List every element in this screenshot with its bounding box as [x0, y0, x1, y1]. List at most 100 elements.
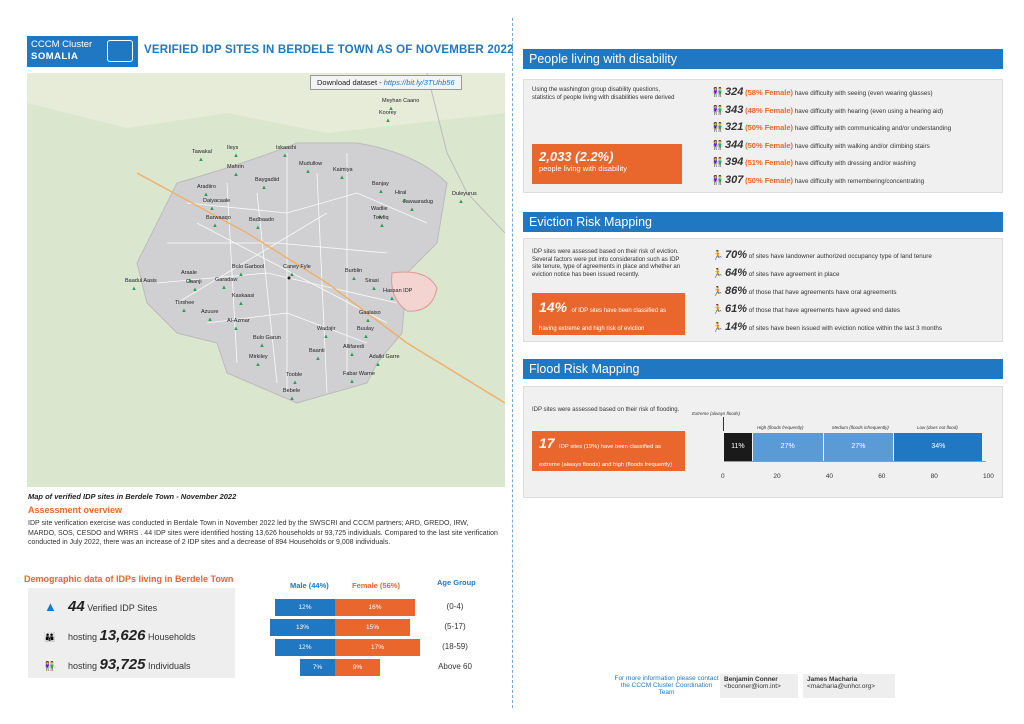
idp-site-marker-icon[interactable]: ▲ — [187, 278, 193, 284]
idp-site-marker-icon[interactable]: ▲ — [203, 192, 209, 198]
map-site-label[interactable]: Mudullow — [299, 161, 323, 167]
map-site-label[interactable]: Wadlie — [371, 206, 388, 212]
idp-site-marker-icon[interactable]: ▲ — [458, 199, 464, 205]
idp-site-marker-icon[interactable]: ▲ — [282, 153, 288, 159]
idp-site-marker-icon[interactable]: ▲ — [349, 352, 355, 358]
idp-site-marker-icon[interactable]: ▲ — [181, 308, 187, 314]
idp-site-marker-icon[interactable]: ▲ — [378, 189, 384, 195]
map-site-label[interactable]: Fabar Warne — [343, 371, 375, 377]
map-site-label[interactable]: Jawaaradug — [403, 199, 433, 205]
idp-site-marker-icon[interactable]: ▲ — [289, 272, 295, 278]
contact-1-email[interactable]: <bconner@iom.int> — [724, 683, 781, 690]
idp-site-marker-icon[interactable]: ▲ — [255, 362, 261, 368]
map-site-label[interactable]: Araale — [181, 270, 197, 276]
idp-site-marker-icon[interactable]: ▲ — [305, 169, 311, 175]
map-site-label[interactable]: Tiirshee — [175, 300, 195, 306]
map-site-label[interactable]: Towfiq — [373, 215, 389, 221]
cccm-logo: CCCM Cluster SOMALIA — [27, 36, 138, 67]
individuals-count: 93,725 — [99, 656, 146, 673]
idp-site-marker-icon[interactable]: ▲ — [261, 185, 267, 191]
idp-site-marker-icon[interactable]: ▲ — [212, 223, 218, 229]
idp-site-marker-icon[interactable]: ▲ — [401, 198, 407, 204]
map-site-label[interactable]: Banjay — [372, 181, 389, 187]
idp-site-marker-icon[interactable]: ▲ — [207, 317, 213, 323]
idp-site-marker-icon[interactable]: ▲ — [255, 225, 261, 231]
map-site-label[interactable]: Daiyacaale — [203, 198, 231, 204]
map-site-label[interactable]: Caney Fyle — [283, 264, 311, 270]
map-site-label[interactable]: Sirasi — [365, 278, 379, 284]
contact-person-1: Benjamin Conner <bconner@iom.int> — [720, 674, 798, 698]
households-row: 👪 hosting 13,626 Households — [28, 621, 235, 650]
map-site-label[interactable]: Burblin — [345, 268, 363, 274]
idp-site-marker-icon[interactable]: ▲ — [379, 223, 385, 229]
idp-site-marker-icon[interactable]: ▲ — [292, 380, 298, 386]
idp-site-marker-icon[interactable]: ▲ — [389, 296, 395, 302]
idp-site-marker-icon[interactable]: ▲ — [349, 379, 355, 385]
idp-site-marker-icon[interactable]: ▲ — [388, 106, 394, 112]
map-site-label[interactable]: Wadajir — [317, 326, 336, 332]
map-site-label[interactable]: Bulo Garbool — [232, 264, 265, 270]
idp-site-marker-icon[interactable]: ▲ — [198, 157, 204, 163]
map-site-label[interactable]: Barwaaqo — [206, 215, 231, 221]
idp-site-map[interactable]: Meyhan Caano ▲ Koorey ▲ Tawakal ▲ Ileys ▲ Iskaas… — [27, 73, 505, 487]
map-site-label[interactable]: Meyhan Caano — [382, 98, 420, 104]
people-icon: 👫 — [712, 87, 724, 97]
contact-2-email[interactable]: <macharia@unhcr.org> — [807, 683, 876, 690]
map-site-label[interactable]: Gaalaiso — [359, 310, 381, 316]
idp-site-marker-icon[interactable]: ▲ — [323, 334, 329, 340]
map-site-label[interactable]: Bebele — [283, 388, 301, 394]
idp-site-marker-icon[interactable]: ▲ — [351, 276, 357, 282]
map-site-label[interactable]: Mahrin — [227, 164, 244, 170]
idp-site-marker-icon[interactable]: ▲ — [238, 301, 244, 307]
map-site-label[interactable]: Baanti — [309, 348, 325, 354]
map-site-label[interactable]: Baadul Aasis — [125, 278, 157, 284]
map-site-label[interactable]: Bulo Garun — [253, 335, 281, 341]
male-bar: 12% — [275, 639, 335, 656]
idp-site-marker-icon[interactable]: ▲ — [192, 287, 198, 293]
map-site-label[interactable]: Buulay — [357, 326, 374, 332]
map-site-label[interactable]: Koorey — [379, 110, 397, 116]
idp-site-marker-icon[interactable]: ▲ — [375, 362, 381, 368]
map-site-label[interactable]: Tawakal — [192, 149, 212, 155]
download-dataset[interactable]: Download dataset - https://bit.ly/3TUhb5… — [310, 75, 462, 90]
idp-site-marker-icon[interactable]: ▲ — [371, 286, 377, 292]
idp-site-marker-icon[interactable]: ▲ — [233, 172, 239, 178]
idp-site-marker-icon[interactable]: ▲ — [259, 343, 265, 349]
idp-site-marker-icon[interactable]: ▲ — [233, 326, 239, 332]
idp-site-marker-icon[interactable]: ▲ — [221, 285, 227, 291]
idp-site-marker-icon[interactable]: ▲ — [365, 318, 371, 324]
map-site-label[interactable]: Duleyurus — [452, 191, 477, 197]
map-site-label[interactable]: Aradiiro — [197, 184, 216, 190]
map-site-label[interactable]: Azuure — [201, 309, 219, 315]
map-site-label[interactable]: Allifaredi — [343, 344, 365, 350]
idp-site-marker-icon[interactable]: ▲ — [209, 206, 215, 212]
map-site-label[interactable]: Hassan IDP — [383, 288, 413, 294]
idp-site-marker-icon[interactable]: ▲ — [339, 175, 345, 181]
flood-seg-extreme: 11% — [724, 433, 752, 461]
idp-site-marker-icon[interactable]: ▲ — [409, 207, 415, 213]
download-link[interactable]: https://bit.ly/3TUhb56 — [383, 78, 455, 87]
map-site-label[interactable]: Kaskaasi — [232, 293, 255, 299]
idp-site-marker-icon[interactable]: ▲ — [377, 214, 383, 220]
map-site-label[interactable]: Adalki Garre — [369, 354, 400, 360]
idp-site-marker-icon[interactable]: ▲ — [131, 286, 137, 292]
map-site-label[interactable]: Hiral — [395, 190, 407, 196]
disability-desc: have difficulty with walking and/or clim… — [794, 142, 930, 150]
idp-site-marker-icon[interactable]: ▲ — [233, 153, 239, 159]
map-site-label[interactable]: Caanji — [186, 279, 202, 285]
map-site-label[interactable]: Badbaado — [249, 217, 275, 223]
map-site-label[interactable]: Al-Azmar — [227, 318, 250, 324]
flood-header: Flood Risk Mapping — [523, 359, 1003, 379]
map-site-label[interactable]: Iskaashi — [276, 145, 297, 151]
map-site-label[interactable]: Baygadiid — [255, 177, 280, 183]
idp-site-marker-icon[interactable]: ▲ — [385, 118, 391, 124]
idp-site-marker-icon[interactable]: ▲ — [289, 396, 295, 402]
idp-site-marker-icon[interactable]: ▲ — [363, 334, 369, 340]
map-site-label[interactable]: Garadaw — [215, 277, 238, 283]
map-site-label[interactable]: Kaimiya — [333, 167, 353, 173]
map-site-label[interactable]: Ileys — [227, 145, 239, 151]
map-site-label[interactable]: Tooble — [286, 372, 303, 378]
idp-site-marker-icon[interactable]: ▲ — [238, 272, 244, 278]
map-site-label[interactable]: Mirkiley — [249, 354, 268, 360]
idp-site-marker-icon[interactable]: ▲ — [315, 356, 321, 362]
